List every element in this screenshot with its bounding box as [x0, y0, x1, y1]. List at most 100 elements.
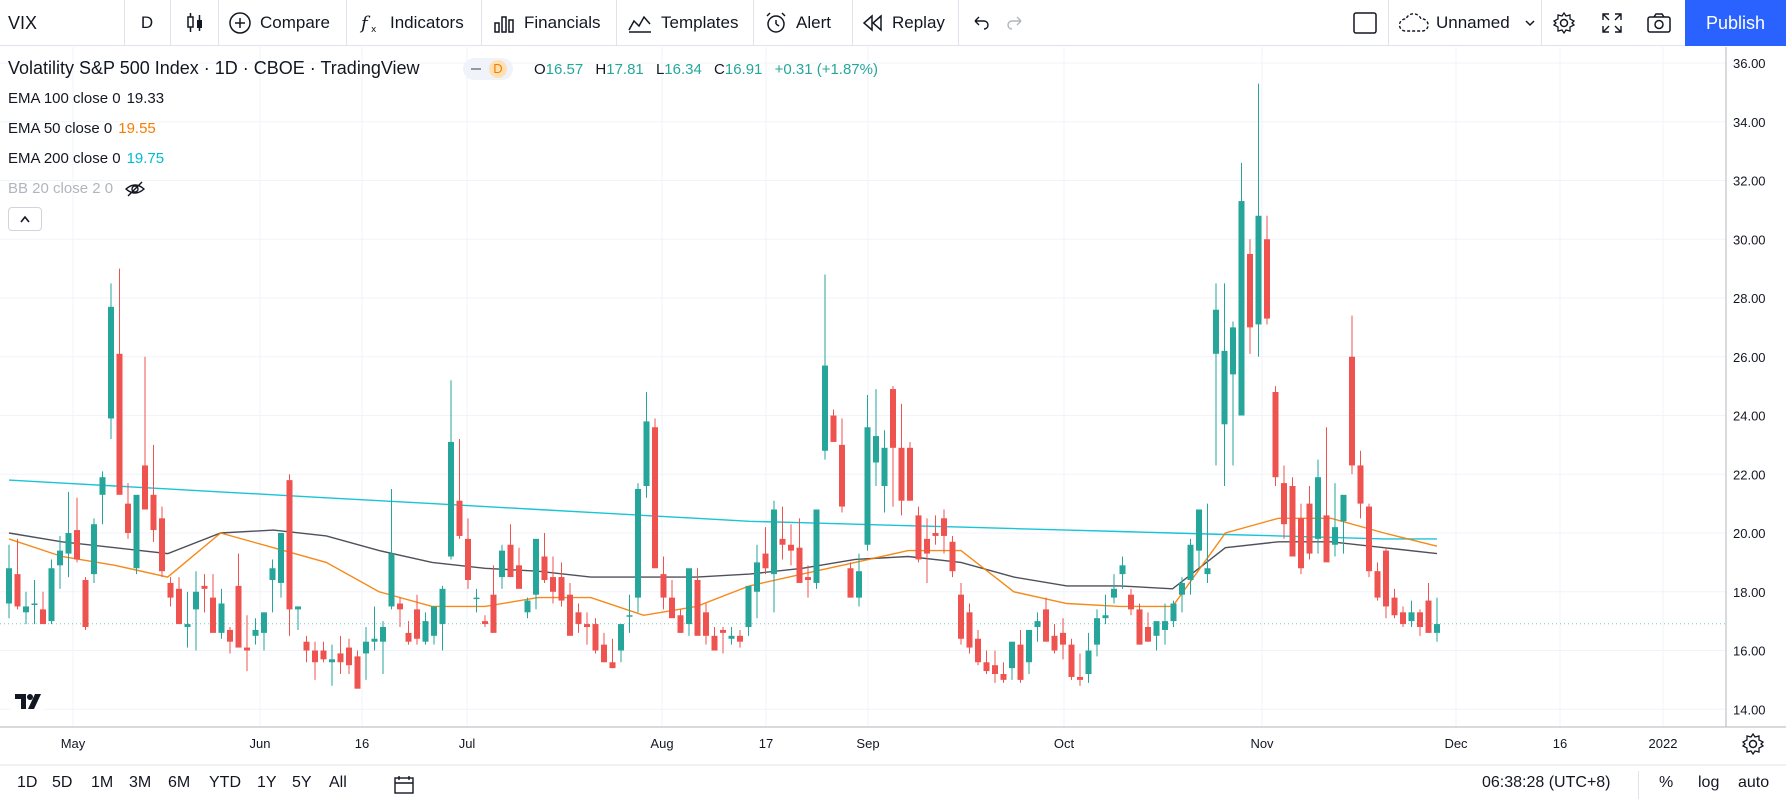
indicator-bb[interactable]: BB 20 close 2 0	[8, 180, 146, 197]
range-5y-button[interactable]: 5Y	[292, 774, 312, 791]
candle	[737, 629, 743, 648]
candle-body	[125, 503, 131, 533]
candle-body	[57, 550, 63, 566]
range-all-button[interactable]: All	[329, 774, 347, 791]
publish-button[interactable]: Publish	[1685, 0, 1786, 46]
price-axis[interactable]: 36.00 34.00 32.00 30.00 28.00 26.00 24.00 22.00…	[1725, 47, 1766, 727]
candle	[1298, 503, 1304, 575]
candle-body	[694, 580, 701, 636]
candle	[830, 409, 837, 442]
candle	[898, 403, 905, 516]
percent-toggle[interactable]: %	[1659, 774, 1674, 791]
fullscreen-button[interactable]	[1597, 0, 1627, 46]
indicator-ema200[interactable]: EMA 200 close 0 19.75	[8, 150, 164, 167]
candle	[150, 444, 157, 542]
candle-body	[210, 597, 216, 633]
log-toggle[interactable]: log	[1698, 774, 1720, 791]
x-tick-label: 16	[355, 736, 369, 751]
snapshot-button[interactable]	[1644, 0, 1674, 46]
range-ytd-button[interactable]: YTD	[209, 774, 241, 791]
candle	[541, 533, 548, 583]
candle	[1196, 509, 1202, 569]
range-1y-button[interactable]: 1Y	[257, 774, 277, 791]
candle	[482, 615, 488, 627]
candle	[456, 439, 463, 539]
candle-body	[1383, 550, 1389, 607]
candle-body	[354, 656, 361, 689]
candle	[1221, 283, 1228, 486]
compare-button[interactable]: Compare	[228, 0, 330, 46]
interval-button[interactable]: D	[125, 0, 169, 46]
candle	[303, 635, 310, 663]
candle	[184, 591, 191, 648]
auto-toggle[interactable]: auto	[1738, 774, 1770, 791]
replay-button[interactable]: Replay	[862, 0, 945, 46]
candle	[1417, 609, 1423, 636]
candle-body	[847, 568, 854, 598]
templates-button[interactable]: Templates	[627, 0, 738, 46]
range-1d-button[interactable]: 1D	[17, 774, 38, 791]
clock[interactable]: 06:38:28 (UTC+8)	[1482, 774, 1611, 791]
candle	[380, 621, 386, 674]
chevron-down-icon	[1525, 20, 1535, 27]
layout-name-button[interactable]: Unnamed	[1398, 0, 1536, 46]
symbol-search[interactable]: VIX	[8, 0, 118, 46]
symbol-label: VIX	[8, 12, 38, 33]
candle	[558, 562, 565, 607]
financials-button[interactable]: Financials	[492, 0, 601, 46]
candle-body	[414, 609, 420, 639]
select-layout-button[interactable]	[1350, 0, 1380, 46]
candles	[6, 83, 1440, 689]
range-1m-button[interactable]: 1M	[91, 774, 114, 791]
candle	[805, 565, 811, 598]
time-axis[interactable]: May Jun 16 Jul Aug 17 Sep Oct Nov Dec 16 2022	[0, 726, 1786, 766]
candle	[1306, 486, 1313, 560]
x-tick-label: Jul	[459, 736, 476, 751]
candle	[1383, 547, 1389, 619]
market-status-pill[interactable]: D	[463, 58, 513, 80]
candle	[1289, 477, 1296, 557]
range-3m-button[interactable]: 3M	[129, 774, 152, 791]
candle	[422, 612, 429, 645]
candle-body	[1230, 327, 1236, 375]
eye-hidden-icon[interactable]	[125, 181, 146, 197]
alert-button[interactable]: Alert	[764, 0, 831, 46]
candle-body	[1264, 239, 1270, 319]
indicator-ema50[interactable]: EMA 50 close 0 19.55	[8, 120, 156, 137]
candle-body	[745, 585, 752, 627]
candle	[1434, 597, 1440, 642]
candle	[643, 392, 650, 498]
candle	[108, 283, 114, 439]
tradingview-logo-icon[interactable]	[8, 682, 46, 720]
candle	[788, 524, 794, 566]
y-tick-label: 34.00	[1733, 115, 1766, 130]
x-tick-label: Nov	[1250, 736, 1274, 751]
candle-body	[584, 624, 590, 627]
x-tick-label: 16	[1553, 736, 1567, 751]
collapse-legend-button[interactable]	[8, 207, 42, 231]
candle-body	[839, 444, 845, 507]
range-5d-button[interactable]: 5D	[52, 774, 73, 791]
candle-body	[40, 609, 46, 625]
range-6m-button[interactable]: 6M	[168, 774, 191, 791]
candle	[1332, 483, 1338, 557]
candle-body	[1068, 644, 1075, 677]
redo-button[interactable]	[1002, 0, 1028, 46]
y-tick-label: 16.00	[1733, 644, 1766, 659]
svg-text:x: x	[371, 25, 377, 35]
candle-body	[592, 624, 599, 651]
axis-settings-gear-icon[interactable]	[1741, 732, 1765, 756]
candle-body	[703, 612, 709, 636]
candle	[907, 441, 913, 501]
candle	[890, 386, 896, 507]
indicator-ema100[interactable]: EMA 100 close 0 19.33	[8, 90, 164, 107]
ema50-line	[8, 517, 1438, 617]
undo-button[interactable]	[968, 0, 994, 46]
settings-button[interactable]	[1549, 0, 1579, 46]
candle	[1247, 239, 1253, 354]
chart-type-button[interactable]	[178, 0, 212, 46]
calendar-range-icon[interactable]	[393, 775, 415, 795]
candle	[1034, 612, 1041, 642]
